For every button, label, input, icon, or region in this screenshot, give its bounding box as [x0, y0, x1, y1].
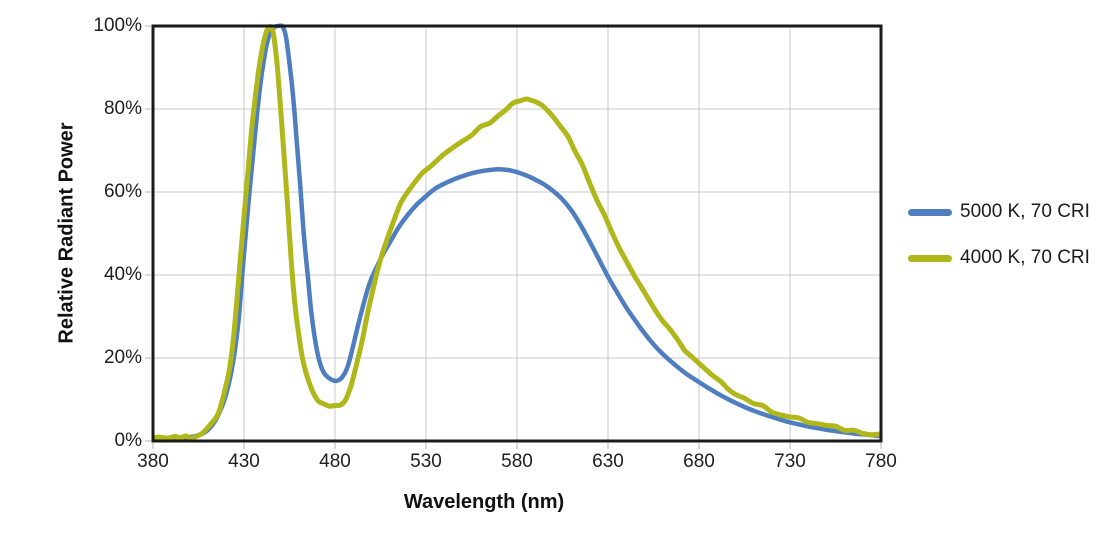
legend-swatch — [908, 254, 952, 262]
x-tick-label: 530 — [410, 451, 442, 472]
x-tick-label: 580 — [501, 451, 533, 472]
x-tick-label: 480 — [319, 451, 351, 472]
x-tick-label: 430 — [228, 451, 260, 472]
legend-swatch — [908, 208, 952, 216]
legend-label: 4000 K, 70 CRI — [960, 247, 1090, 268]
gridlines — [153, 26, 881, 441]
y-tick-label: 60% — [103, 181, 142, 202]
y-tick-label: 40% — [103, 264, 142, 285]
legend-item-4000-k-70-cri: 4000 K, 70 CRI — [908, 247, 1090, 269]
x-tick-label: 680 — [683, 451, 715, 472]
series-line-4000-k-70-cri — [153, 24, 881, 441]
x-tick-label: 380 — [137, 451, 169, 472]
y-tick-label: 80% — [103, 98, 142, 119]
series-line-5000-k-70-cri — [153, 23, 881, 442]
legend: 5000 K, 70 CRI 4000 K, 70 CRI — [908, 201, 1090, 269]
y-tick-label: 0% — [114, 430, 142, 451]
x-tick-label: 730 — [774, 451, 806, 472]
series-lines — [153, 23, 881, 442]
plot-border — [151, 24, 883, 443]
y-tick-label: 20% — [103, 347, 142, 368]
y-axis-title: Relative Radiant Power — [55, 122, 78, 344]
x-axis-title: Wavelength (nm) — [403, 491, 565, 513]
legend-label: 5000 K, 70 CRI — [960, 201, 1090, 222]
x-tick-label: 780 — [865, 451, 897, 472]
y-tick-label: 100% — [93, 15, 142, 36]
x-tick-label: 630 — [592, 451, 624, 472]
axis-tick-marks — [145, 25, 882, 449]
legend-item-5000-k-70-cri: 5000 K, 70 CRI — [908, 201, 1090, 223]
